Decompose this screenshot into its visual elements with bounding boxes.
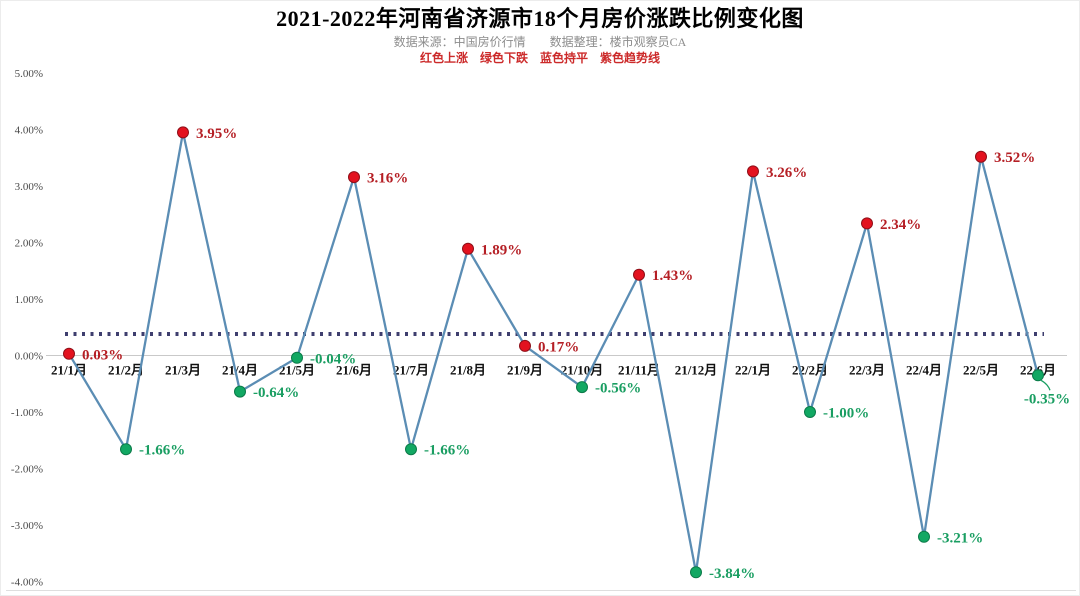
data-point-label: -3.21% (937, 530, 983, 546)
data-point-label: 2.34% (880, 217, 921, 233)
chart-title: 2021-2022年河南省济源市18个月房价涨跌比例变化图 (276, 6, 804, 31)
data-point-label: -0.64% (253, 385, 299, 401)
x-tick-label: 22/1月 (735, 363, 771, 378)
y-tick-label: 4.00% (15, 125, 43, 137)
data-point-label: 3.26% (766, 165, 807, 181)
data-point-label: -0.35% (1024, 391, 1070, 407)
x-tick-label: 22/4月 (906, 363, 942, 378)
data-point-down (120, 443, 132, 456)
x-tick-label: 22/3月 (849, 363, 885, 378)
y-tick-label: -1.00% (11, 407, 43, 419)
data-point-down (576, 381, 588, 394)
data-point-label: 0.17% (538, 339, 579, 355)
data-point-down (918, 530, 930, 543)
x-tick-label: 21/9月 (507, 363, 543, 378)
color-legend-line: 红色上涨 绿色下跌 蓝色持平 紫色趋势线 (419, 51, 660, 65)
y-tick-label: 0.00% (15, 351, 43, 363)
data-point-up (462, 242, 474, 255)
y-tick-label: 5.00% (15, 68, 43, 80)
data-point-up (63, 347, 75, 360)
label-leader-line (1040, 379, 1051, 391)
x-tick-label: 21/8月 (450, 363, 486, 378)
data-point-label: 1.43% (652, 268, 693, 284)
y-tick-label: -3.00% (11, 520, 43, 532)
x-tick-label: 22/5月 (963, 363, 999, 378)
data-point-label: -0.56% (595, 381, 641, 397)
data-point-up (747, 165, 759, 178)
x-tick-label: 21/12月 (675, 363, 718, 378)
y-tick-label: 1.00% (15, 294, 43, 306)
x-tick-label: 21/7月 (393, 363, 429, 378)
x-tick-label: 21/6月 (336, 363, 372, 378)
y-tick-label: -2.00% (11, 463, 43, 475)
x-tick-label: 21/4月 (222, 363, 258, 378)
data-point-down (804, 406, 816, 418)
data-point-label: -0.04% (310, 351, 356, 367)
data-point-down (234, 385, 246, 398)
x-tick-label: 21/5月 (279, 363, 315, 378)
x-tick-label: 21/11月 (618, 363, 660, 378)
price-change-line (67, 131, 1040, 574)
data-point-label: -1.00% (823, 405, 869, 421)
data-point-down (690, 566, 702, 579)
data-point-up (975, 150, 987, 163)
x-tick-label: 21/3月 (165, 363, 201, 378)
data-point-down (1032, 369, 1044, 382)
data-point-down (405, 443, 417, 456)
data-point-up (177, 126, 189, 139)
x-tick-label: 21/2月 (108, 363, 144, 378)
y-tick-label: -4.00% (11, 576, 43, 588)
data-point-up (348, 171, 360, 184)
data-point-up (861, 217, 873, 230)
data-point-label: 3.52% (994, 150, 1035, 166)
data-point-up (633, 268, 645, 281)
data-point-label: -1.66% (139, 443, 185, 459)
data-source-line: 数据来源：中国房价行情 数据整理：楼市观察员CA (393, 35, 687, 49)
y-tick-label: 2.00% (15, 238, 43, 250)
y-tick-label: 3.00% (15, 181, 43, 193)
data-point-up (519, 339, 531, 352)
data-point-label: -1.66% (424, 443, 470, 459)
data-point-label: 3.16% (367, 171, 408, 187)
data-point-label: -3.84% (709, 566, 755, 582)
data-point-label: 3.95% (196, 126, 237, 142)
chart-header: 2021-2022年河南省济源市18个月房价涨跌比例变化图 数据来源：中国房价行… (1, 5, 1079, 66)
x-tick-label: 21/1月 (51, 363, 87, 378)
data-point-label: 0.03% (82, 347, 123, 363)
data-point-label: 1.89% (481, 242, 522, 258)
data-point-down (291, 351, 303, 364)
